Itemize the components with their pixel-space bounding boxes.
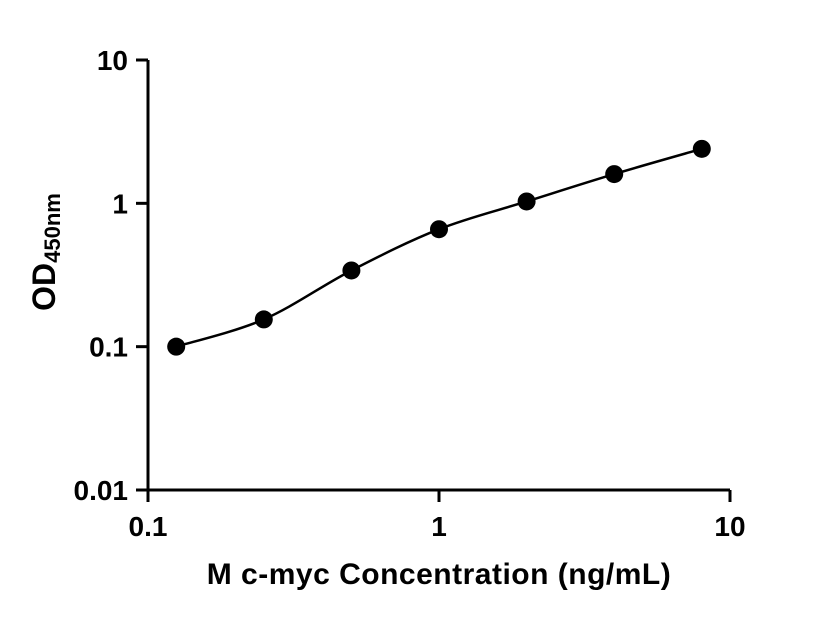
data-point — [605, 165, 624, 184]
data-point — [692, 139, 711, 158]
y-tick-label: 1 — [112, 188, 128, 219]
y-tick-label: 10 — [97, 45, 128, 76]
y-axis-title: OD450nm — [26, 193, 66, 311]
y-tick-label: 0.01 — [74, 475, 129, 506]
data-point — [254, 310, 273, 329]
data-point — [430, 220, 448, 239]
x-tick-label: 10 — [714, 511, 745, 542]
y-axis-title-subscript: 450nm — [40, 193, 65, 263]
y-axis-title-main: OD — [26, 262, 62, 311]
fit-curve — [175, 147, 703, 348]
y-tick-label: 0.1 — [89, 332, 128, 363]
data-point — [517, 192, 536, 211]
axis-spines — [146, 60, 730, 492]
x-tick-label: 0.1 — [129, 511, 168, 542]
x-tick-label: 1 — [431, 511, 447, 542]
data-point — [342, 261, 361, 280]
data-point — [167, 337, 186, 356]
x-axis-title: M c-myc Concentration (ng/mL) — [206, 558, 672, 591]
